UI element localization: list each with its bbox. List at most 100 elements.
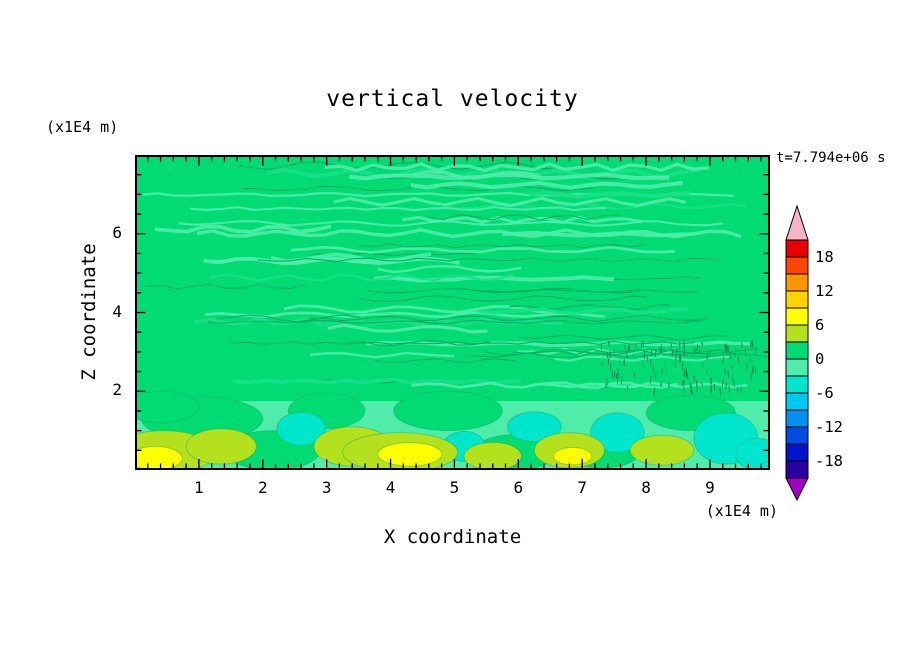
- ripple-mark: [678, 353, 681, 363]
- contour-streak: [230, 340, 695, 345]
- contour-streak: [509, 304, 670, 310]
- ripple-mark: [608, 340, 610, 347]
- contour-streak: [196, 228, 742, 239]
- contour-streak: [346, 339, 491, 347]
- z-tick-label-4: 4: [112, 301, 122, 321]
- contour-streak: [348, 172, 670, 181]
- contour-streak: [377, 265, 522, 274]
- colorbar: 18 12 6 0 -6 -12 -18: [785, 204, 843, 502]
- contour-streak: [532, 381, 678, 390]
- contour-streak: [427, 214, 620, 221]
- ripple-mark: [683, 341, 686, 349]
- ripple-mark: [653, 388, 656, 397]
- contour-streak: [333, 196, 687, 208]
- contour-streak: [374, 358, 519, 364]
- ripple-mark: [675, 347, 678, 354]
- ripple-mark: [709, 387, 712, 393]
- colorbar-under-arrow: [785, 477, 809, 502]
- field-cell-level--4.5: [590, 412, 645, 453]
- ripple-mark: [723, 344, 726, 350]
- ripple-mark: [640, 340, 643, 348]
- contour-streak: [327, 323, 488, 334]
- field-cell-level-1.5: [135, 390, 200, 424]
- ripple-mark: [722, 360, 724, 366]
- colorbar-segment-9: [785, 392, 809, 411]
- ripple-mark: [751, 365, 754, 375]
- contour-streak: [442, 202, 747, 211]
- ripple-mark: [686, 373, 689, 380]
- colorbar-segment-10: [785, 409, 809, 428]
- colorbar-segment-2: [785, 273, 809, 292]
- ripple-mark: [649, 375, 652, 384]
- x-tick-label-3: 3: [321, 478, 332, 497]
- x-tick-label-1: 1: [194, 478, 204, 497]
- ripple-mark: [698, 345, 701, 352]
- colorbar-segment-8: [785, 375, 809, 394]
- ripple-mark: [620, 375, 623, 385]
- ripple-mark: [710, 376, 712, 385]
- contour-streak: [512, 348, 737, 356]
- field-cell-level-4.5: [629, 434, 695, 466]
- colorbar-tick-label--18: -18: [815, 452, 843, 470]
- x-axis-title: X coordinate: [383, 526, 522, 548]
- ripple-mark: [670, 343, 673, 349]
- field-cell-level--4.5: [276, 411, 326, 446]
- ripple-mark: [664, 370, 667, 376]
- contour-streak: [207, 319, 704, 325]
- x-tick-label-9: 9: [705, 478, 715, 497]
- plot-border: [135, 155, 770, 470]
- ripple-mark: [731, 365, 733, 370]
- ripple-mark: [654, 348, 657, 358]
- field-cell-level-7.5: [135, 445, 183, 470]
- ripple-mark: [727, 370, 730, 379]
- z-tick-label-6: 6: [112, 222, 122, 242]
- colorbar-segment-5: [785, 324, 809, 343]
- ripple-mark: [654, 371, 657, 380]
- ripple-mark: [706, 352, 708, 360]
- contour-streak: [474, 289, 699, 294]
- ripple-mark: [701, 341, 703, 348]
- colorbar-segment-7: [785, 358, 809, 377]
- field-cell-level-1.5: [393, 390, 503, 432]
- x-tick-label-5: 5: [449, 478, 460, 497]
- field-cell-level-4.5: [185, 428, 257, 465]
- ripple-mark: [626, 351, 628, 359]
- colorbar-segment-0: [785, 239, 809, 258]
- field-cell-level--4.5: [507, 411, 562, 443]
- ripple-mark: [729, 354, 731, 361]
- field-cell-level-7.5: [552, 447, 593, 466]
- ripple-mark: [740, 386, 743, 394]
- ripple-mark: [701, 382, 704, 388]
- ripple-mark: [606, 351, 609, 359]
- contour-streak: [463, 352, 768, 359]
- colorbar-segment-1: [785, 256, 809, 275]
- contour-streak: [553, 355, 731, 362]
- ripple-mark: [683, 370, 686, 376]
- colorbar-tick-label-6: 6: [815, 316, 824, 334]
- ripple-mark: [725, 382, 727, 390]
- ripple-mark: [616, 375, 619, 384]
- contour-streak: [290, 245, 675, 254]
- contour-streak: [324, 162, 710, 173]
- contour-streak: [478, 307, 688, 315]
- field-cell-level-4.5: [463, 441, 522, 470]
- ripple-mark: [732, 374, 734, 383]
- contour-streak: [310, 351, 455, 359]
- ripple-mark: [695, 347, 697, 354]
- timestamp-label: t=7.794e+06 s: [776, 150, 886, 166]
- ripple-mark: [750, 340, 752, 348]
- contour-streak: [204, 311, 605, 319]
- colorbar-segment-4: [785, 307, 809, 326]
- contour-streak: [359, 295, 648, 303]
- ripple-mark: [685, 368, 688, 376]
- plot-title: vertical velocity: [326, 86, 579, 112]
- contour-streak: [529, 190, 691, 199]
- colorbar-tick-label--6: -6: [815, 384, 834, 402]
- ripple-mark: [605, 383, 607, 389]
- colorbar-over-arrow: [785, 204, 809, 241]
- contour-streak: [209, 273, 515, 282]
- z-axis-unit-label: (x1E4 m): [46, 118, 119, 136]
- ripple-mark: [618, 359, 621, 366]
- colorbar-segment-11: [785, 426, 809, 445]
